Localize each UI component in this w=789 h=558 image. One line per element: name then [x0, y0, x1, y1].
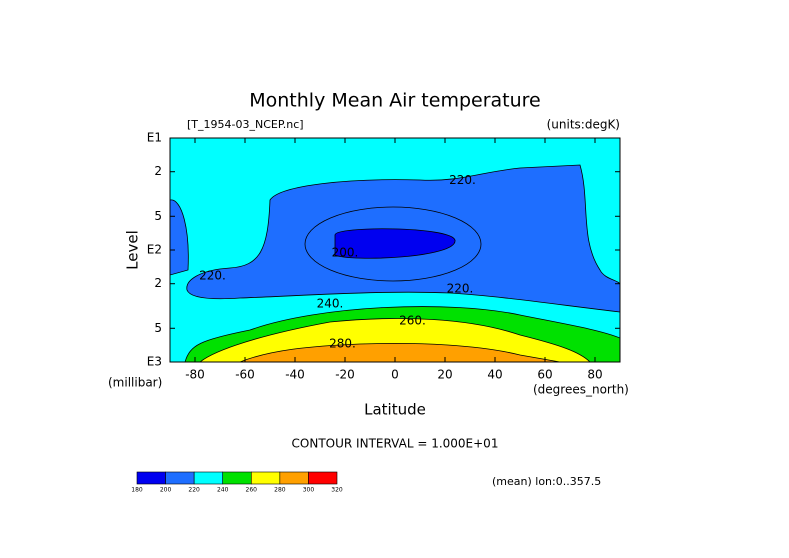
chart-title: Monthly Mean Air temperature	[249, 90, 540, 112]
x-tick-label: 0	[391, 368, 399, 382]
contour-label: 240.	[317, 296, 344, 310]
contour-band	[239, 343, 561, 362]
colorbar-label: 300	[303, 487, 315, 494]
y-tick-label: 2	[154, 276, 162, 290]
contour-label: 200.	[332, 245, 359, 259]
x-tick-label: -40	[285, 368, 305, 382]
y-tick-label: 2	[154, 164, 162, 178]
colorbar-label: 280	[274, 487, 286, 494]
colorbar-label: 220	[188, 487, 200, 494]
colorbar-label: 240	[217, 487, 229, 494]
x-unit: (degrees_north)	[533, 383, 629, 397]
colorbar-label: 320	[331, 487, 343, 494]
x-tick-label: -20	[335, 368, 355, 382]
colorbar-label: 200	[160, 487, 172, 494]
colorbar-box	[250, 471, 281, 485]
y-tick-label: 5	[154, 321, 162, 335]
x-tick-label: 40	[487, 368, 502, 382]
source: [T_1954-03_NCEP.nc]	[187, 118, 304, 131]
colorbar-box	[136, 471, 166, 485]
y-tick-label: E3	[147, 355, 162, 369]
units: (units:degK)	[547, 118, 620, 132]
contour-label: 220.	[199, 269, 226, 283]
colorbar-label: 260	[246, 487, 258, 494]
x-tick-label: -60	[235, 368, 255, 382]
x-tick-label: -80	[185, 368, 205, 382]
x-tick-label: 60	[537, 368, 552, 382]
y-axis-label: Level	[124, 230, 142, 270]
x-tick-label: 20	[437, 368, 452, 382]
contour-line	[304, 206, 482, 282]
contour-band	[334, 228, 456, 259]
contour-label: 220.	[447, 282, 474, 296]
y-unit: (millibar)	[108, 376, 162, 390]
contour-label: 280.	[329, 336, 356, 350]
y-tick-label: E2	[147, 243, 162, 257]
plot-area: 220. 200. 220. 220. 240. 260. 280.	[170, 138, 620, 362]
contour-label: 220.	[449, 173, 476, 187]
x-axis-label: Latitude	[364, 401, 426, 419]
colorbar-box	[222, 471, 252, 485]
x-tick-label: 80	[587, 368, 602, 382]
contour-band	[170, 199, 189, 276]
y-tick-label: 5	[154, 209, 162, 223]
colorbar-box	[308, 471, 338, 485]
y-tick-label: E1	[147, 131, 162, 145]
colorbar-box	[165, 471, 195, 485]
contour-label: 260.	[399, 313, 426, 327]
colorbar-box	[279, 471, 309, 485]
mean-note: (mean) lon:0..357.5	[492, 475, 601, 488]
colorbar-label: 180	[131, 487, 143, 494]
colorbar-box	[193, 471, 224, 485]
interval-note: CONTOUR INTERVAL = 1.000E+01	[292, 437, 499, 451]
